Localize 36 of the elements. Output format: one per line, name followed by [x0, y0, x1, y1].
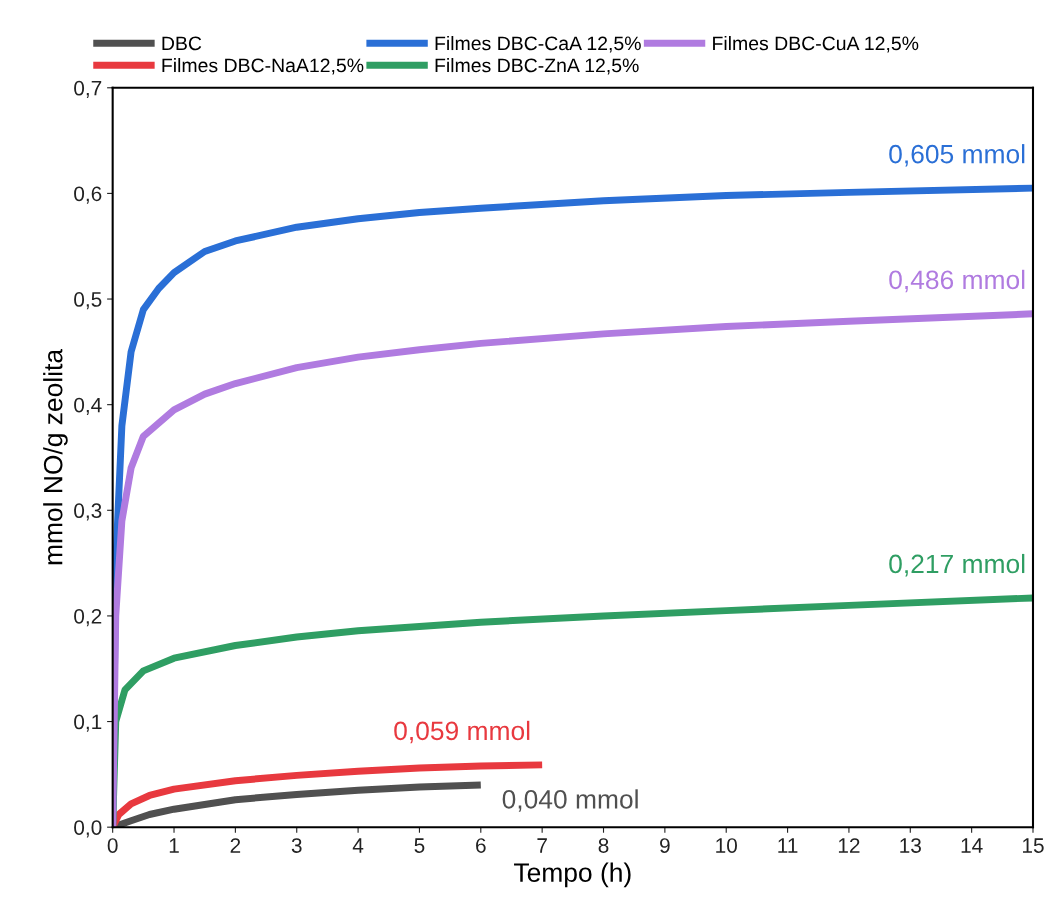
- y-tick-label: 0,7: [74, 80, 102, 98]
- x-tick-label: 12: [838, 838, 860, 853]
- annotation: 0,486 mmol: [889, 269, 1025, 293]
- legend-label: Filmes DBC-CaA 12,5%: [435, 35, 641, 53]
- y-tick-label: 0,6: [74, 186, 102, 204]
- x-tick-label: 0: [107, 838, 118, 853]
- legend-label: Filmes DBC-NaA12,5%: [162, 57, 364, 75]
- x-tick-label: 1: [169, 838, 179, 853]
- annotation: 0,059 mmol: [394, 720, 530, 744]
- x-tick-label: 4: [352, 838, 364, 853]
- x-axis-title: Tempo (h): [514, 862, 631, 888]
- y-tick-label: 0,1: [74, 714, 102, 732]
- x-tick-label: 10: [716, 838, 737, 853]
- x-tick-label: 14: [961, 838, 983, 853]
- x-tick-label: 15: [1023, 838, 1044, 853]
- annotation: 0,040 mmol: [502, 789, 638, 812]
- x-tick-label: 9: [660, 838, 670, 853]
- x-tick-label: 8: [598, 838, 609, 853]
- annotation: 0,217 mmol: [889, 553, 1025, 577]
- x-tick-label: 7: [537, 838, 547, 853]
- x-tick-label: 5: [414, 838, 425, 853]
- x-tick-label: 11: [778, 838, 798, 853]
- annotation: 0,605 mmol: [889, 144, 1025, 167]
- y-tick-label: 0,3: [74, 503, 102, 521]
- legend-label: Filmes DBC-ZnA 12,5%: [435, 57, 639, 75]
- y-tick-label: 0,4: [74, 397, 102, 415]
- legend-label: DBC: [162, 36, 202, 51]
- y-tick-label: 0,5: [74, 292, 102, 310]
- x-tick-label: 6: [476, 838, 486, 853]
- x-tick-label: 13: [900, 838, 921, 853]
- x-tick-label: 2: [230, 838, 241, 853]
- x-tick-label: 3: [291, 838, 302, 853]
- y-tick-label: 0,2: [74, 608, 102, 627]
- legend-label: Filmes DBC-CuA 12,5%: [713, 35, 919, 53]
- y-tick-label: 0,0: [74, 820, 102, 838]
- y-axis-title: mmol NO/g zeolita: [43, 348, 68, 565]
